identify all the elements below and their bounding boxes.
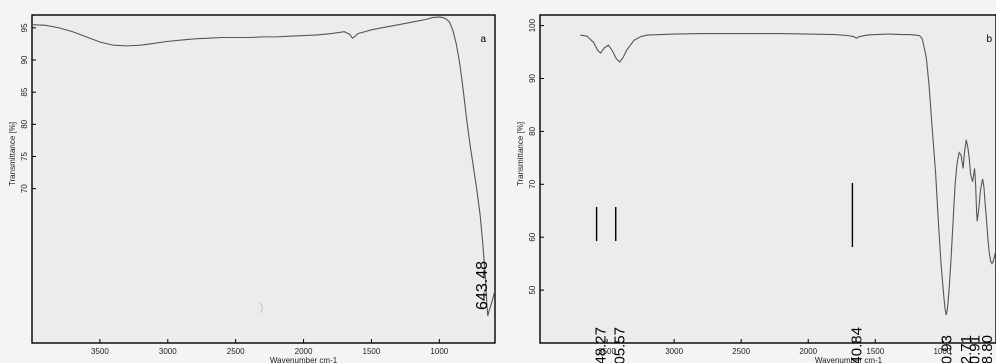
panel-b-y-tick-label: 90 bbox=[528, 73, 537, 82]
panel-b-y-tick-label: 100 bbox=[528, 18, 537, 32]
panel-a-peak-label: 643.48 bbox=[474, 261, 491, 310]
panel-b-y-tick-label: 70 bbox=[528, 179, 537, 188]
panel-b-x-tick-label: 1000 bbox=[933, 347, 951, 356]
panel-b-spectrum-line bbox=[580, 32, 996, 316]
panel-b-letter: b bbox=[986, 34, 992, 45]
panel-a-x-tick-label: 2000 bbox=[295, 347, 313, 356]
panel-a-x-tick-label: 1500 bbox=[363, 347, 381, 356]
panel-a-y-tick-label: 85 bbox=[20, 87, 29, 96]
panel-b-y-axis-label: Transmittance [%] bbox=[516, 122, 525, 186]
panel-b-peak-label: 822.71 bbox=[958, 335, 975, 363]
scan-artifact bbox=[259, 302, 263, 314]
panel-b-peak-label: 3548.27 bbox=[593, 327, 610, 363]
panel-a-y-axis-label: Transmittance [%] bbox=[8, 122, 17, 186]
panel-b-y-tick-label: 50 bbox=[528, 285, 537, 294]
panel-a-y-tick-label: 80 bbox=[20, 119, 29, 128]
panel-a-x-tick-label: 1000 bbox=[430, 347, 448, 356]
panel-b-y-tick-label: 60 bbox=[528, 232, 537, 241]
panel-b-x-tick-label: 2000 bbox=[799, 347, 817, 356]
panel-a-x-tick-label: 2500 bbox=[227, 347, 245, 356]
panel-a-plot-frame bbox=[31, 14, 496, 344]
panel-a-y-tick-label: 75 bbox=[20, 151, 29, 160]
panel-a-x-axis-label: Wavenumber cm-1 bbox=[270, 356, 338, 363]
panel-b-x-tick-label: 3000 bbox=[665, 347, 683, 356]
panel-b-y-tick-label: 80 bbox=[528, 126, 537, 135]
panel-b-plot-frame bbox=[539, 14, 996, 344]
panel-a-y-tick-label: 90 bbox=[20, 55, 29, 64]
panel-b-peak-label: 970.93 bbox=[938, 335, 955, 363]
panel-b-peak-label: 3405.57 bbox=[612, 327, 629, 363]
panel-a-x-tick-label: 3000 bbox=[159, 347, 177, 356]
panel-a-spectrum-line bbox=[32, 16, 495, 317]
panel-b-x-tick-label: 3500 bbox=[598, 347, 616, 356]
panel-a-y-tick-label: 95 bbox=[20, 23, 29, 32]
panel-b-x-axis-label: Wavenumber cm-1 bbox=[815, 356, 883, 363]
spectrum-panel-b: 3500 3000 2500 2000 1500 1000 100 90 80 70 60 50 Tra… bbox=[516, 14, 996, 363]
panel-b-x-tick-label: 2500 bbox=[732, 347, 750, 356]
panel-b-peak-label: 668.80 bbox=[979, 335, 996, 363]
panel-a-x-tick-label: 3500 bbox=[91, 347, 109, 356]
panel-b-peak-label: 760.91 bbox=[966, 335, 983, 363]
panel-a-letter: a bbox=[480, 34, 486, 45]
spectrum-panel-a: 3500 3000 2500 2000 1500 1000 95 90 85 80 75 70Tran… bbox=[8, 14, 496, 363]
panel-b-x-tick-label: 1500 bbox=[866, 347, 884, 356]
panel-a-y-tick-label: 70 bbox=[20, 184, 29, 193]
panel-b-peak-label: 1640.84 bbox=[848, 327, 865, 363]
